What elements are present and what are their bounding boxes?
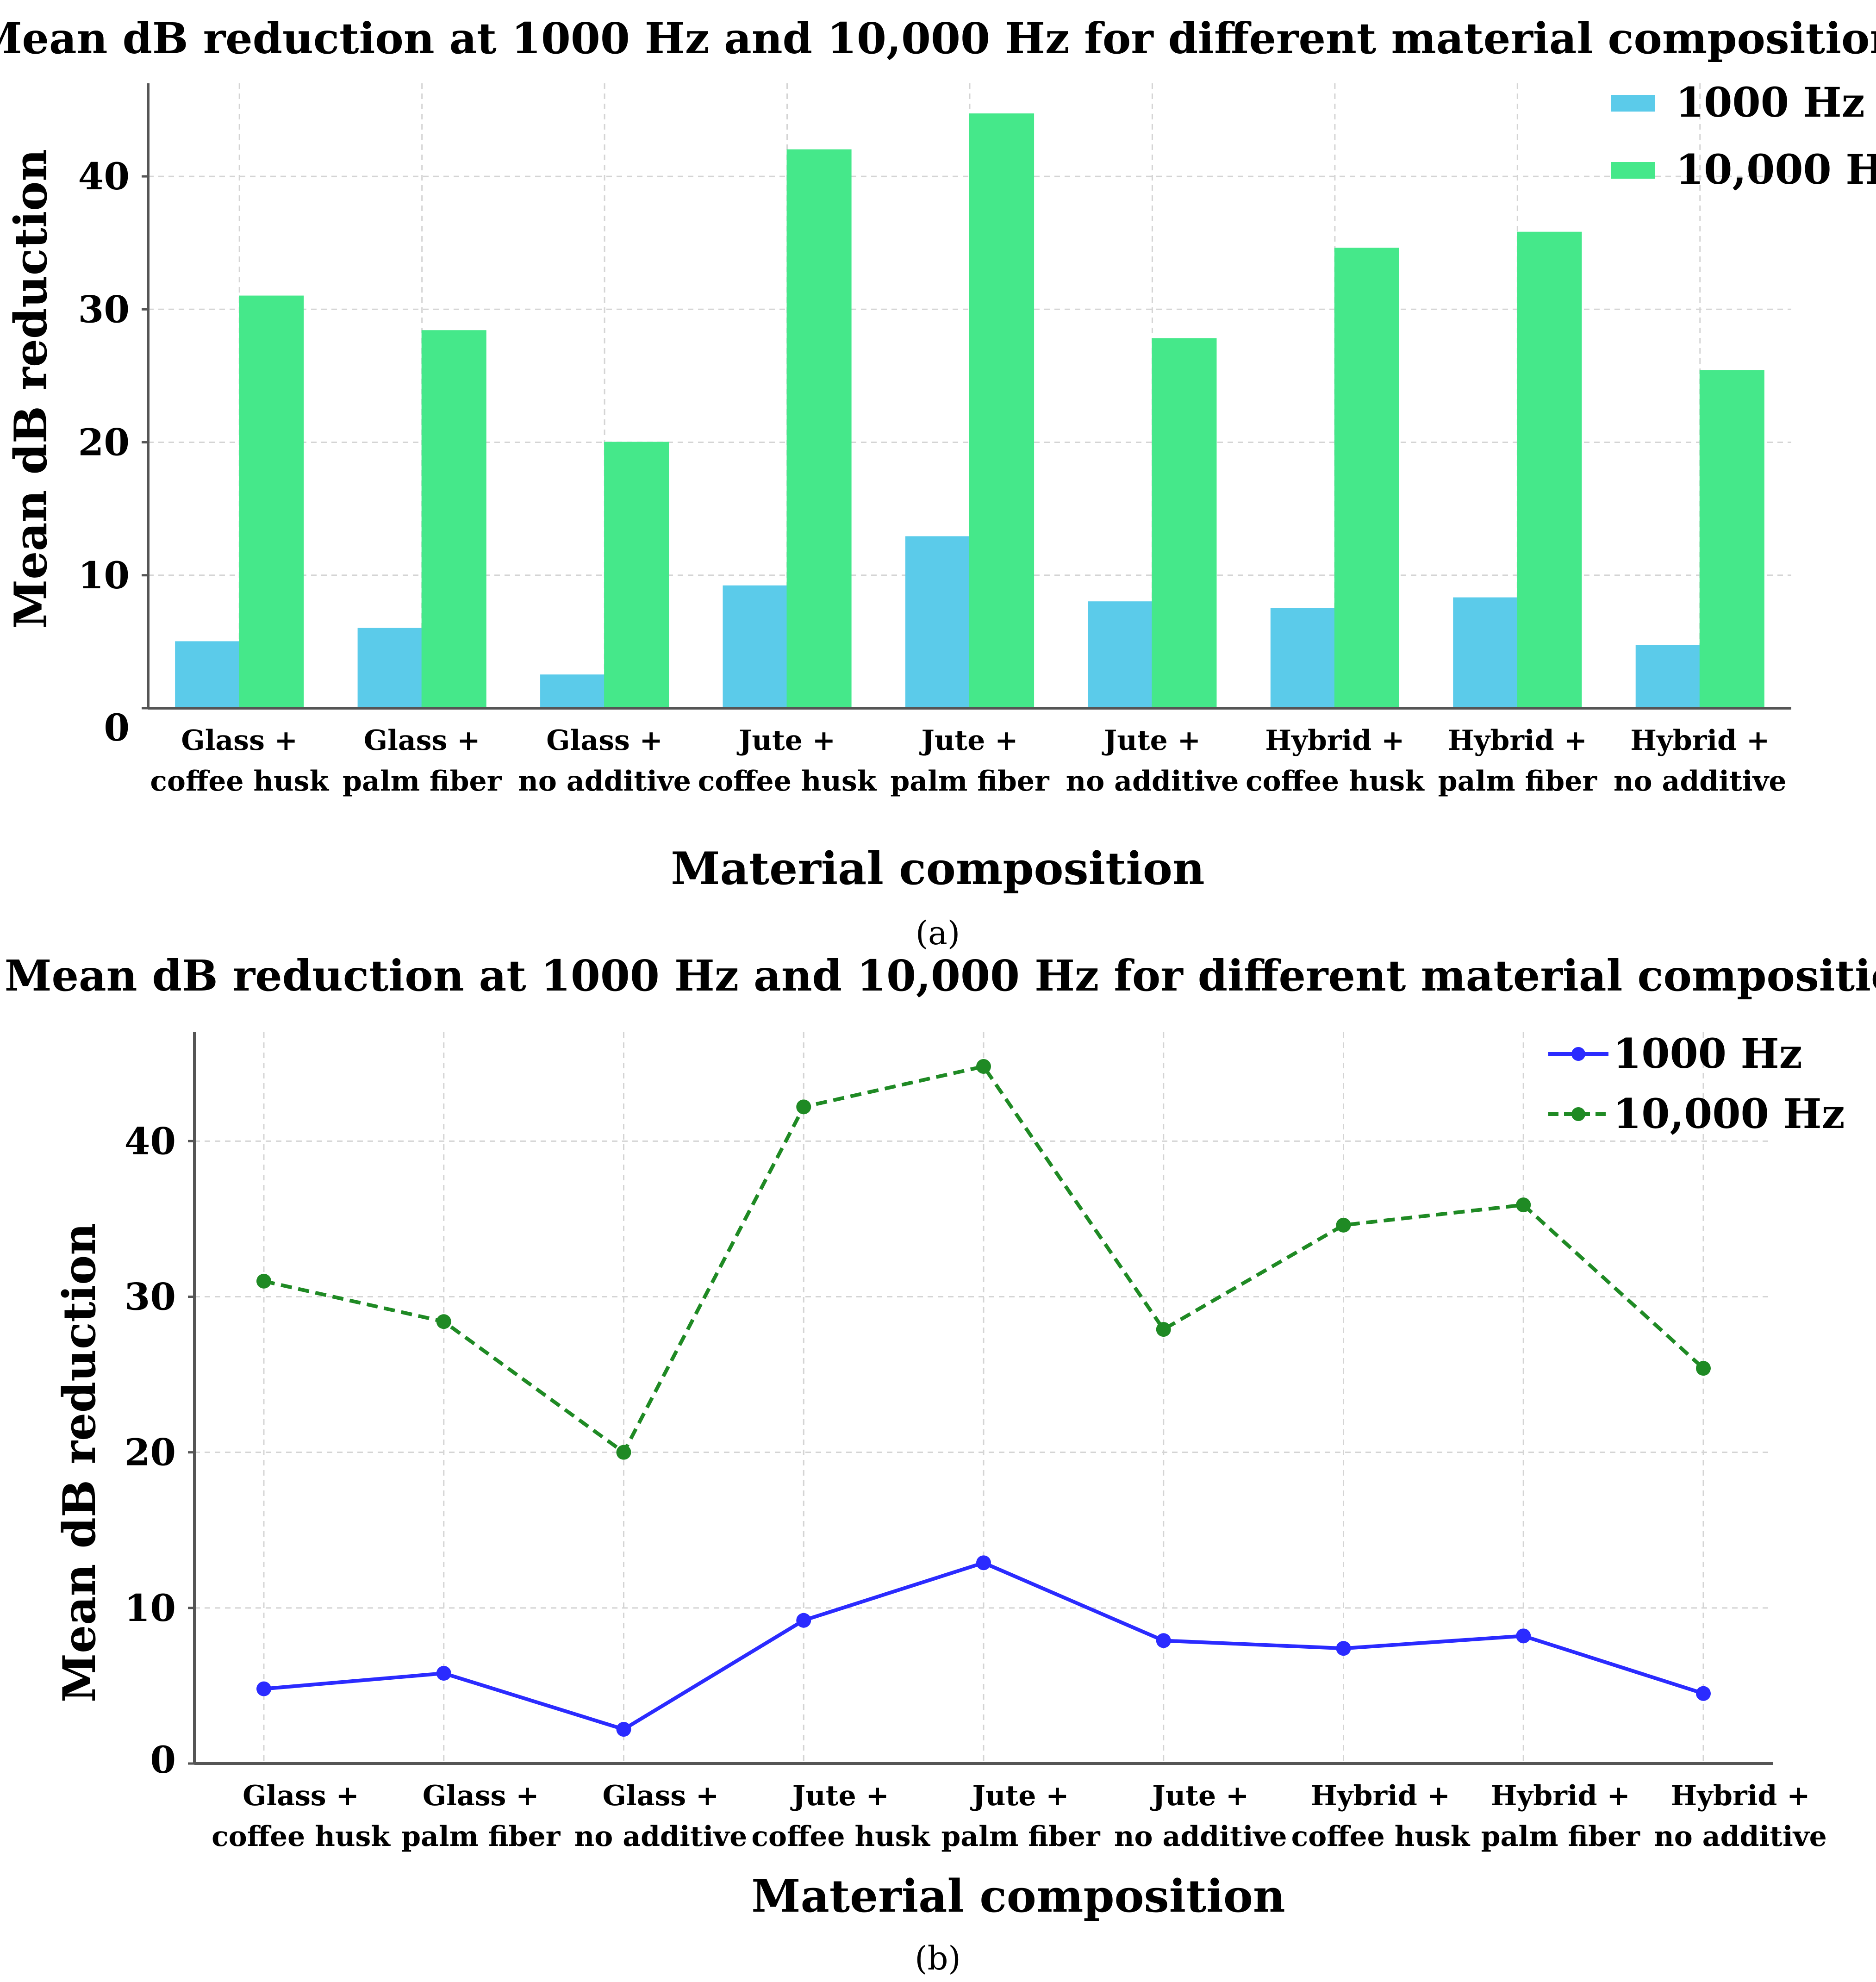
bar-1000hz (1088, 601, 1153, 709)
data-point-1000hz (256, 1681, 271, 1696)
x-tick-label: Hybrid + coffee husk (1246, 724, 1425, 798)
data-point-1000hz (1156, 1633, 1171, 1648)
legend-label: 1000 Hz (1613, 1029, 1802, 1078)
y-tick-label: 30 (125, 1275, 176, 1318)
bar-10000hz (969, 113, 1035, 709)
x-tick-label: Glass + coffee husk (150, 724, 329, 798)
bar-10000hz (1517, 231, 1582, 709)
y-tick-label: 10 (125, 1586, 176, 1630)
legend-marker (1571, 1107, 1585, 1121)
legend-label: 10,000 Hz (1676, 145, 1876, 193)
x-tick-label: Hybrid + no additive (1654, 1780, 1827, 1853)
x-tick-label: Hybrid + no additive (1614, 724, 1787, 798)
data-point-10000hz (256, 1273, 271, 1289)
data-point-10000hz (796, 1099, 811, 1115)
bar-10000hz (1699, 370, 1764, 709)
x-tick-label: Jute + palm fiber (890, 724, 1050, 798)
chart-title: Mean dB reduction at 1000 Hz and 10,000 … (5, 954, 1876, 1001)
data-point-1000hz (616, 1722, 631, 1737)
x-tick-label: Jute + no additive (1066, 724, 1239, 798)
line-chart: Mean dB reduction at 1000 Hz and 10,000 … (5, 954, 1876, 1977)
bar-chart: Mean dB reduction at 1000 Hz and 10,000 … (0, 13, 1876, 952)
bar-10000hz (1334, 248, 1399, 709)
data-point-10000hz (1156, 1322, 1171, 1337)
bar-1000hz (175, 641, 240, 709)
series-line-10000hz (263, 1064, 1705, 1455)
bar-10000hz (239, 295, 304, 709)
bar-1000hz (723, 585, 788, 709)
bar-1000hz (905, 536, 971, 709)
legend-label: 1000 Hz (1676, 78, 1865, 126)
x-tick-label: Hybrid + palm fiber (1481, 1780, 1641, 1853)
y-tick-label: 0 (150, 1738, 176, 1782)
chart-title: Mean dB reduction at 1000 Hz and 10,000 … (0, 13, 1876, 63)
bar-10000hz (1152, 338, 1217, 709)
x-tick-label: Glass + no additive (518, 724, 691, 798)
y-axis-label: Mean dB reduction (5, 149, 57, 629)
x-tick-label: Glass + palm fiber (401, 1780, 561, 1853)
legend-swatch (1611, 162, 1655, 179)
y-tick-label: 10 (78, 554, 130, 597)
x-axis-label: Material composition (671, 842, 1204, 895)
x-tick-label: Glass + no additive (574, 1780, 748, 1853)
data-point-1000hz (1516, 1628, 1531, 1644)
data-point-1000hz (436, 1666, 451, 1681)
panel-label: (b) (915, 1939, 960, 1977)
legend-marker (1571, 1047, 1585, 1061)
bar-1000hz (1270, 608, 1335, 709)
y-tick-label: 20 (125, 1431, 176, 1474)
data-point-10000hz (436, 1314, 451, 1329)
x-axis-label: Material composition (751, 1870, 1285, 1922)
data-point-10000hz (616, 1445, 631, 1460)
bar-10000hz (786, 149, 852, 709)
bar-1000hz (357, 628, 423, 709)
x-tick-label: Jute + coffee husk (751, 1780, 930, 1853)
chart-panel-b: Mean dB reduction at 1000 Hz and 10,000 … (0, 954, 1876, 1982)
x-tick-label: Jute + no additive (1114, 1780, 1287, 1853)
legend: 1000 Hz 10,000 Hz (1548, 1029, 1845, 1138)
data-point-1000hz (796, 1613, 811, 1628)
legend: 1000 Hz 10,000 Hz (1611, 78, 1876, 193)
y-axis-label: Mean dB reduction (53, 1223, 106, 1702)
bar-1000hz (1453, 597, 1518, 709)
data-point-10000hz (1516, 1197, 1531, 1213)
data-point-10000hz (1696, 1361, 1711, 1376)
x-tick-label: Hybrid + palm fiber (1438, 724, 1598, 798)
data-point-1000hz (976, 1555, 991, 1571)
panel-label: (a) (916, 914, 960, 952)
legend-label: 10,000 Hz (1613, 1090, 1845, 1138)
x-tick-label: Jute + coffee husk (698, 724, 877, 798)
x-tick-label: Hybrid + coffee husk (1291, 1780, 1471, 1853)
data-point-10000hz (1336, 1217, 1351, 1233)
data-point-1000hz (1696, 1686, 1711, 1701)
y-tick-label: 40 (78, 155, 130, 198)
data-point-10000hz (976, 1059, 991, 1074)
bar-10000hz (421, 330, 486, 709)
x-tick-label: Glass + palm fiber (343, 724, 502, 798)
y-tick-label: 0 (104, 706, 130, 749)
legend-swatch (1611, 95, 1655, 112)
x-tick-label: Glass + coffee husk (212, 1780, 391, 1853)
y-tick-label: 20 (78, 421, 130, 464)
bar-10000hz (604, 442, 669, 709)
data-point-1000hz (1336, 1641, 1351, 1656)
x-tick-label: Jute + palm fiber (941, 1780, 1101, 1853)
y-tick-label: 40 (125, 1119, 176, 1163)
y-tick-label: 30 (78, 287, 130, 331)
bar-1000hz (1635, 645, 1701, 709)
chart-panel-a: Mean dB reduction at 1000 Hz and 10,000 … (0, 0, 1876, 954)
bar-1000hz (540, 674, 605, 709)
